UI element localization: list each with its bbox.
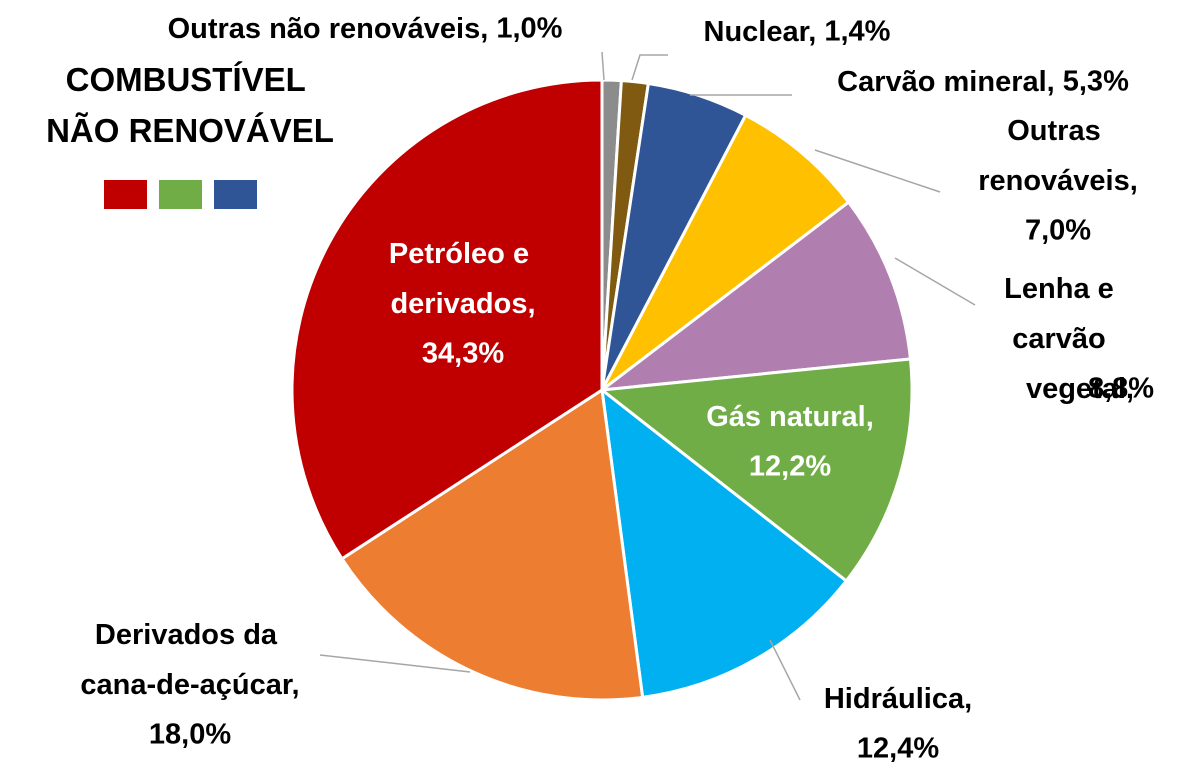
- data-label-name: Lenha e carvão vegetal,: [1004, 273, 1134, 405]
- leader: [631, 54, 668, 81]
- data-label-value: 1,4%: [824, 16, 890, 48]
- leader: [894, 257, 976, 306]
- leader: [814, 149, 941, 193]
- data-label-name: Hidráulica,: [824, 683, 972, 715]
- pie-slice: [600, 386, 849, 700]
- data-label-name: Petróleo e derivados,: [389, 238, 537, 320]
- data-label-name: Carvão mineral,: [837, 66, 1055, 98]
- data-label-value: 5,3%: [1063, 66, 1129, 98]
- chart-title: COMBUSTÍVEL NÃO RENOVÁVEL: [46, 61, 334, 149]
- data-label-value: 34,3%: [422, 338, 504, 370]
- swatch: [214, 180, 257, 209]
- data-label-value: 12,2%: [749, 451, 831, 483]
- leader: [601, 51, 605, 81]
- swatch: [159, 180, 202, 209]
- pie-slice: [339, 387, 645, 702]
- leader: [319, 654, 471, 673]
- swatch: [104, 180, 147, 209]
- data-label-value: 7,0%: [1025, 215, 1091, 247]
- pie-slice: [290, 78, 604, 561]
- pie-slice: [596, 200, 913, 393]
- data-label-value: 1,0%: [496, 13, 562, 45]
- leader-lines: [319, 51, 976, 701]
- data-label-value: 8,8%: [1088, 373, 1154, 405]
- pie-slice: [600, 113, 851, 392]
- data-label-name: Derivados da cana-de-açúcar,: [80, 619, 299, 701]
- pie-slice: [598, 357, 914, 583]
- leader: [769, 639, 801, 701]
- data-label-name: Outras renováveis,: [978, 115, 1138, 197]
- pie: [290, 78, 914, 702]
- data-label-name: Gás natural,: [706, 401, 874, 433]
- data-label-name: Nuclear,: [704, 16, 817, 48]
- data-label-value: 18,0%: [149, 719, 231, 751]
- data-label-value: 12,4%: [857, 733, 939, 765]
- data-label-name: Outras não renováveis,: [168, 13, 489, 45]
